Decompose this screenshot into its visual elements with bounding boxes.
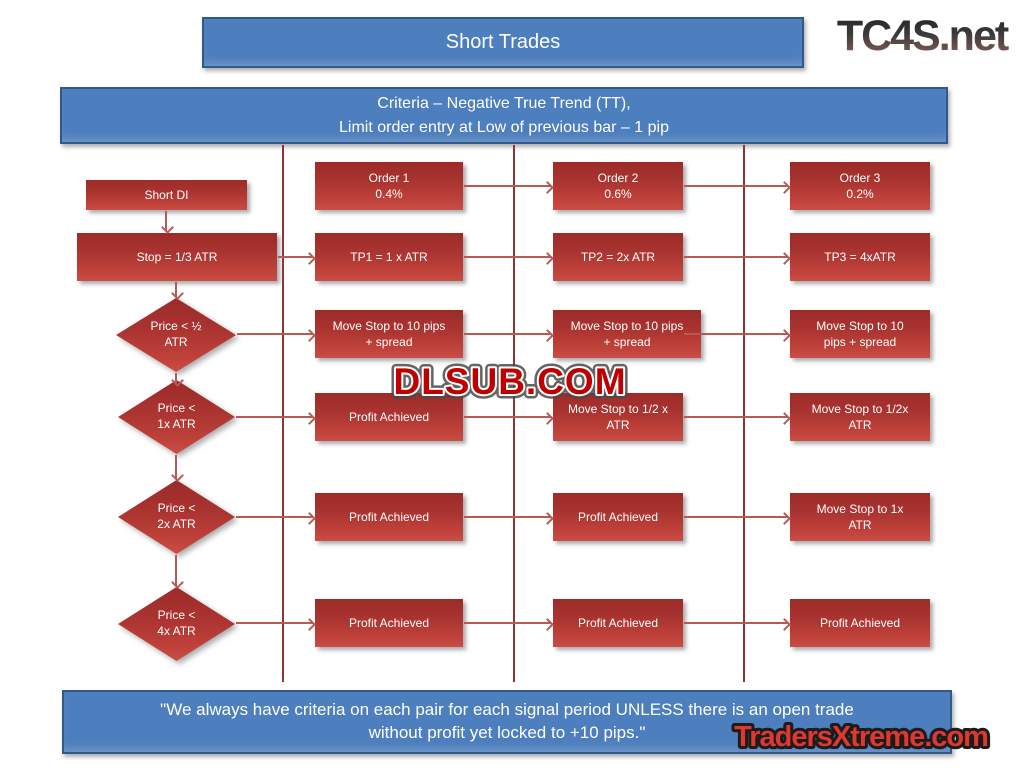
criteria-line-2: Limit order entry at Low of previous bar… [339, 118, 669, 136]
flow-node-order-3: Order 3 0.2% [790, 162, 930, 210]
flow-arrow-down [175, 455, 177, 479]
column-divider-3 [743, 145, 745, 682]
tc4s-logo: TC4S.net [837, 12, 1011, 60]
flow-arrow-right [464, 622, 551, 624]
column-divider-1 [282, 145, 284, 682]
flow-arrow-right [236, 416, 313, 418]
flow-node-tp1: TP1 = 1 x ATR [315, 233, 463, 281]
decision-price-half-atr-label: Price < ½ ATR [116, 298, 236, 372]
decision-price-4x-atr: Price < 4x ATR [118, 587, 235, 661]
column-divider-2 [513, 145, 515, 682]
flow-node-order-1: Order 1 0.4% [315, 162, 463, 210]
flow-node-c1-profit-3: Profit Achieved [315, 599, 463, 647]
tc4s-logo-text: TC4S.net [837, 12, 1009, 60]
flow-node-c2-move-stop-10: Move Stop to 10 pips + spread [553, 310, 701, 358]
page-title: Short Trades [202, 17, 804, 68]
flow-node-tp3: TP3 = 4xATR [790, 233, 930, 281]
flow-node-order-2: Order 2 0.6% [553, 162, 683, 210]
flow-node-c2-profit-2: Profit Achieved [553, 599, 683, 647]
dlsub-watermark-text: DLSUB.COM [393, 361, 626, 402]
footer-line-1: "We always have criteria on each pair fo… [160, 700, 854, 720]
flow-arrow-right [464, 416, 551, 418]
flow-node-c3-move-stop-10: Move Stop to 10 pips + spread [790, 310, 930, 358]
flow-arrow-right [236, 516, 313, 518]
flow-node-tp2: TP2 = 2x ATR [553, 233, 683, 281]
decision-price-2x-atr-label: Price < 2x ATR [118, 480, 235, 554]
flow-node-c1-move-stop-10: Move Stop to 10 pips + spread [315, 310, 463, 358]
tradersxtreme-logo-outline: TradersXtreme.com [734, 721, 988, 753]
flow-node-c1-profit-1: Profit Achieved [315, 393, 463, 441]
flow-node-c3-move-stop-half: Move Stop to 1/2x ATR [790, 393, 930, 441]
flow-arrow-right [237, 333, 313, 335]
flow-arrow-right [464, 333, 551, 335]
flow-arrow-right [464, 256, 551, 258]
page-title-text: Short Trades [445, 31, 561, 53]
decision-price-1x-atr-label: Price < 1x ATR [118, 380, 235, 454]
criteria-banner: Criteria – Negative True Trend (TT), Lim… [60, 87, 948, 144]
footer-line-2: without profit yet locked to +10 pips." [368, 723, 646, 742]
flow-node-c1-profit-2: Profit Achieved [315, 493, 463, 541]
decision-price-1x-atr: Price < 1x ATR [118, 380, 235, 454]
flow-arrow-down [175, 373, 177, 384]
criteria-line-1: Criteria – Negative True Trend (TT), [377, 95, 631, 113]
flow-arrow-right [684, 516, 788, 518]
dlsub-watermark-outline: DLSUB.COM [393, 361, 626, 402]
flow-arrow-right [684, 333, 788, 335]
decision-price-half-atr: Price < ½ ATR [116, 298, 236, 372]
flow-arrow-right [236, 622, 313, 624]
flow-arrow-down [165, 211, 167, 231]
tradersxtreme-logo-text: TradersXtreme.com [734, 721, 988, 753]
flow-arrow-right [684, 622, 788, 624]
decision-price-2x-atr: Price < 2x ATR [118, 480, 235, 554]
decision-price-4x-atr-label: Price < 4x ATR [118, 587, 235, 661]
flow-arrow-down [175, 555, 177, 586]
flow-node-c3-move-stop-1x: Move Stop to 1x ATR [790, 493, 930, 541]
flow-node-short-di: Short DI [86, 180, 247, 210]
flow-node-stop-rule: Stop = 1/3 ATR [77, 233, 277, 281]
flow-arrow-right [684, 256, 788, 258]
flow-arrow-down [175, 282, 177, 297]
dlsub-watermark: DLSUB.COM DLSUB.COM [389, 358, 630, 406]
flow-node-c2-profit-1: Profit Achieved [553, 493, 683, 541]
flow-node-c3-profit: Profit Achieved [790, 599, 930, 647]
flow-arrow-right [684, 416, 788, 418]
flow-arrow-right [464, 185, 551, 187]
tradersxtreme-logo: TradersXtreme.com TradersXtreme.com [731, 718, 992, 756]
flow-node-c2-move-stop-half: Move Stop to 1/2 x ATR [553, 393, 683, 441]
footer-note: "We always have criteria on each pair fo… [62, 690, 952, 754]
flow-arrow-right [278, 256, 313, 258]
flow-arrow-right [684, 185, 788, 187]
flow-arrow-right [464, 516, 551, 518]
